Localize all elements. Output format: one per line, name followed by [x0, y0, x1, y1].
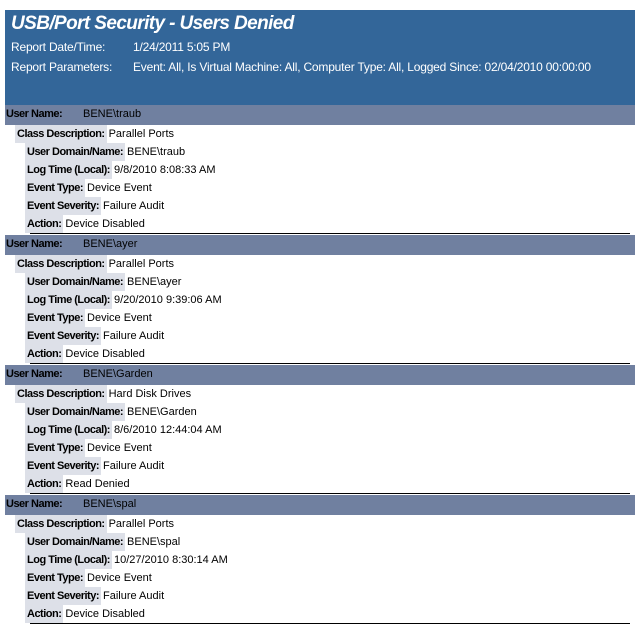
field-value: BENE\ayer	[127, 276, 182, 288]
field-event-type: Event Type: Device Event	[25, 309, 152, 327]
report-header: USB/Port Security - Users Denied Report …	[5, 10, 635, 105]
user-name-label: User Name:	[6, 108, 63, 120]
user-name-value: BENE\Garden	[83, 368, 153, 380]
field-label: Class Description:	[15, 255, 107, 273]
field-label: Action:	[25, 215, 64, 233]
field-event-type: Event Type: Device Event	[25, 179, 152, 197]
field-log-time: Log Time (Local): 9/8/2010 8:08:33 AM	[25, 161, 216, 179]
field-value: BENE\traub	[127, 146, 186, 158]
field-value: Failure Audit	[102, 330, 165, 342]
user-record: User Name: BENE\spal Class Description: Par…	[5, 495, 635, 625]
user-name-value: BENE\ayer	[83, 238, 138, 250]
user-record: User Name: BENE\traub Class Description: Pa…	[5, 105, 635, 235]
field-event-severity: Event Severity: Failure Audit	[25, 587, 164, 605]
field-label: User Domain/Name:	[25, 403, 126, 421]
field-label: Event Severity:	[25, 197, 101, 215]
field-label: Event Severity:	[25, 457, 101, 475]
field-label: Class Description:	[15, 125, 107, 143]
field-user-domain: User Domain/Name: BENE\ayer	[25, 273, 181, 291]
field-label: User Domain/Name:	[25, 273, 126, 291]
field-event-severity: Event Severity: Failure Audit	[25, 457, 164, 475]
field-value: Device Event	[87, 312, 152, 324]
field-value: BENE\spal	[127, 536, 181, 548]
user-name-value: BENE\spal	[83, 498, 137, 510]
field-value: Parallel Ports	[108, 258, 175, 270]
field-label: Event Severity:	[25, 327, 101, 345]
field-label: Event Type:	[25, 569, 86, 587]
field-label: Action:	[25, 605, 64, 623]
records-list: User Name: BENE\traub Class Description: Pa…	[5, 105, 635, 625]
field-value: Device Disabled	[65, 218, 145, 230]
field-label: Class Description:	[15, 515, 107, 533]
user-name-bar: User Name: BENE\traub	[5, 105, 635, 125]
field-label: Log Time (Local):	[25, 291, 112, 309]
field-label: Event Type:	[25, 439, 86, 457]
field-value: Read Denied	[65, 478, 130, 490]
field-log-time: Log Time (Local): 8/6/2010 12:44:04 AM	[25, 421, 222, 439]
user-name-label: User Name:	[6, 498, 63, 510]
field-action: Action: Read Denied	[25, 475, 130, 493]
field-label: Log Time (Local):	[25, 161, 112, 179]
field-value: Device Event	[87, 182, 152, 194]
field-label: Event Type:	[25, 179, 86, 197]
field-action: Action: Device Disabled	[25, 215, 145, 233]
field-label: Action:	[25, 475, 64, 493]
user-name-bar: User Name: BENE\spal	[5, 495, 635, 515]
field-class-description: Class Description: Parallel Ports	[15, 515, 174, 533]
user-name-bar: User Name: BENE\ayer	[5, 235, 635, 255]
field-label: Action:	[25, 345, 64, 363]
field-label: Event Type:	[25, 309, 86, 327]
field-event-type: Event Type: Device Event	[25, 569, 152, 587]
field-event-severity: Event Severity: Failure Audit	[25, 327, 164, 345]
field-label: Class Description:	[15, 385, 107, 403]
field-value: Hard Disk Drives	[108, 388, 192, 400]
field-value: Parallel Ports	[108, 128, 175, 140]
field-log-time: Log Time (Local): 9/20/2010 9:39:06 AM	[25, 291, 222, 309]
user-name-label: User Name:	[6, 238, 63, 250]
record-divider	[30, 493, 630, 494]
user-name-label: User Name:	[6, 368, 63, 380]
report-title: USB/Port Security - Users Denied	[11, 13, 294, 34]
field-value: Failure Audit	[102, 200, 165, 212]
field-class-description: Class Description: Parallel Ports	[15, 125, 174, 143]
user-name-bar: User Name: BENE\Garden	[5, 365, 635, 385]
field-label: Log Time (Local):	[25, 551, 112, 569]
report-params-value: Event: All, Is Virtual Machine: All, Com…	[133, 60, 591, 74]
field-value: 10/27/2010 8:30:14 AM	[113, 554, 228, 566]
field-class-description: Class Description: Parallel Ports	[15, 255, 174, 273]
field-value: 9/20/2010 9:39:06 AM	[113, 294, 222, 306]
field-value: BENE\Garden	[127, 406, 197, 418]
field-value: Device Event	[87, 572, 152, 584]
field-value: Device Event	[87, 442, 152, 454]
field-action: Action: Device Disabled	[25, 345, 145, 363]
field-user-domain: User Domain/Name: BENE\traub	[25, 143, 185, 161]
field-event-type: Event Type: Device Event	[25, 439, 152, 457]
field-value: Parallel Ports	[108, 518, 175, 530]
field-label: User Domain/Name:	[25, 533, 126, 551]
record-divider	[30, 233, 630, 234]
field-label: User Domain/Name:	[25, 143, 126, 161]
user-record: User Name: BENE\Garden Class Description: H…	[5, 365, 635, 495]
field-log-time: Log Time (Local): 10/27/2010 8:30:14 AM	[25, 551, 228, 569]
record-divider	[30, 623, 630, 624]
field-user-domain: User Domain/Name: BENE\spal	[25, 533, 180, 551]
field-event-severity: Event Severity: Failure Audit	[25, 197, 164, 215]
field-value: 8/6/2010 12:44:04 AM	[113, 424, 222, 436]
field-value: Failure Audit	[102, 590, 165, 602]
field-value: Failure Audit	[102, 460, 165, 472]
field-value: 9/8/2010 8:08:33 AM	[113, 164, 216, 176]
field-user-domain: User Domain/Name: BENE\Garden	[25, 403, 197, 421]
user-name-value: BENE\traub	[83, 108, 142, 120]
field-label: Log Time (Local):	[25, 421, 112, 439]
report-date-value: 1/24/2011 5:05 PM	[133, 40, 231, 54]
record-divider	[30, 363, 630, 364]
report-params-label: Report Parameters:	[11, 60, 113, 74]
user-record: User Name: BENE\ayer Class Description: Par…	[5, 235, 635, 365]
field-class-description: Class Description: Hard Disk Drives	[15, 385, 191, 403]
field-action: Action: Device Disabled	[25, 605, 145, 623]
field-value: Device Disabled	[65, 608, 145, 620]
report-date-label: Report Date/Time:	[11, 40, 106, 54]
field-value: Device Disabled	[65, 348, 145, 360]
field-label: Event Severity:	[25, 587, 101, 605]
